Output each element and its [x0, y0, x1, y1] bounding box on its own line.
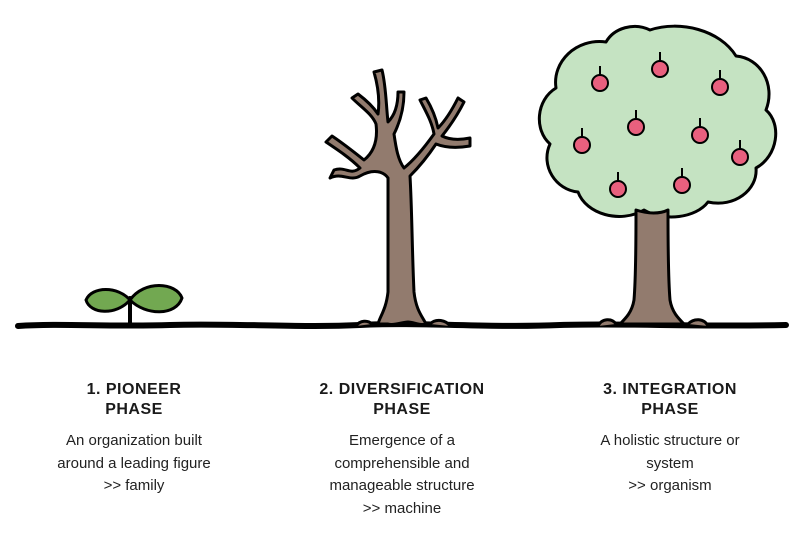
title-text: PHASE [105, 401, 163, 418]
phase-title-integration: 3. INTEGRATION PHASE [545, 380, 795, 420]
fruit-tree-icon [539, 26, 775, 326]
title-text: 2. DIVERSIFICATION [319, 381, 484, 398]
caption-pioneer: 1. PIONEER PHASE An organization built a… [9, 380, 259, 520]
bare-tree-icon [326, 70, 470, 326]
desc-text: >> machine [363, 500, 441, 517]
phase-drawing [0, 0, 804, 370]
desc-text: comprehensible and [334, 455, 469, 472]
desc-text: An organization built [66, 432, 202, 449]
caption-diversification: 2. DIVERSIFICATION PHASE Emergence of a … [277, 380, 527, 520]
title-text: 1. PIONEER [87, 381, 182, 398]
title-text: PHASE [373, 401, 431, 418]
phase-desc-pioneer: An organization built around a leading f… [9, 430, 259, 498]
captions-row: 1. PIONEER PHASE An organization built a… [0, 380, 804, 520]
desc-text: Emergence of a [349, 432, 455, 449]
desc-text: manageable structure [329, 477, 474, 494]
desc-text: system [646, 455, 694, 472]
desc-text: around a leading figure [57, 455, 210, 472]
phase-title-diversification: 2. DIVERSIFICATION PHASE [277, 380, 527, 420]
desc-text: >> family [104, 477, 165, 494]
trunk [620, 210, 684, 324]
desc-text: A holistic structure or [600, 432, 739, 449]
phase-desc-diversification: Emergence of a comprehensible and manage… [277, 430, 527, 520]
desc-text: >> organism [628, 477, 711, 494]
canopy [539, 26, 775, 217]
title-text: 3. INTEGRATION [603, 381, 737, 398]
caption-integration: 3. INTEGRATION PHASE A holistic structur… [545, 380, 795, 520]
sprout-icon [86, 286, 182, 327]
infographic-stage: 1. PIONEER PHASE An organization built a… [0, 0, 804, 536]
phase-desc-integration: A holistic structure or system >> organi… [545, 430, 795, 498]
title-text: PHASE [641, 401, 699, 418]
phase-title-pioneer: 1. PIONEER PHASE [9, 380, 259, 420]
